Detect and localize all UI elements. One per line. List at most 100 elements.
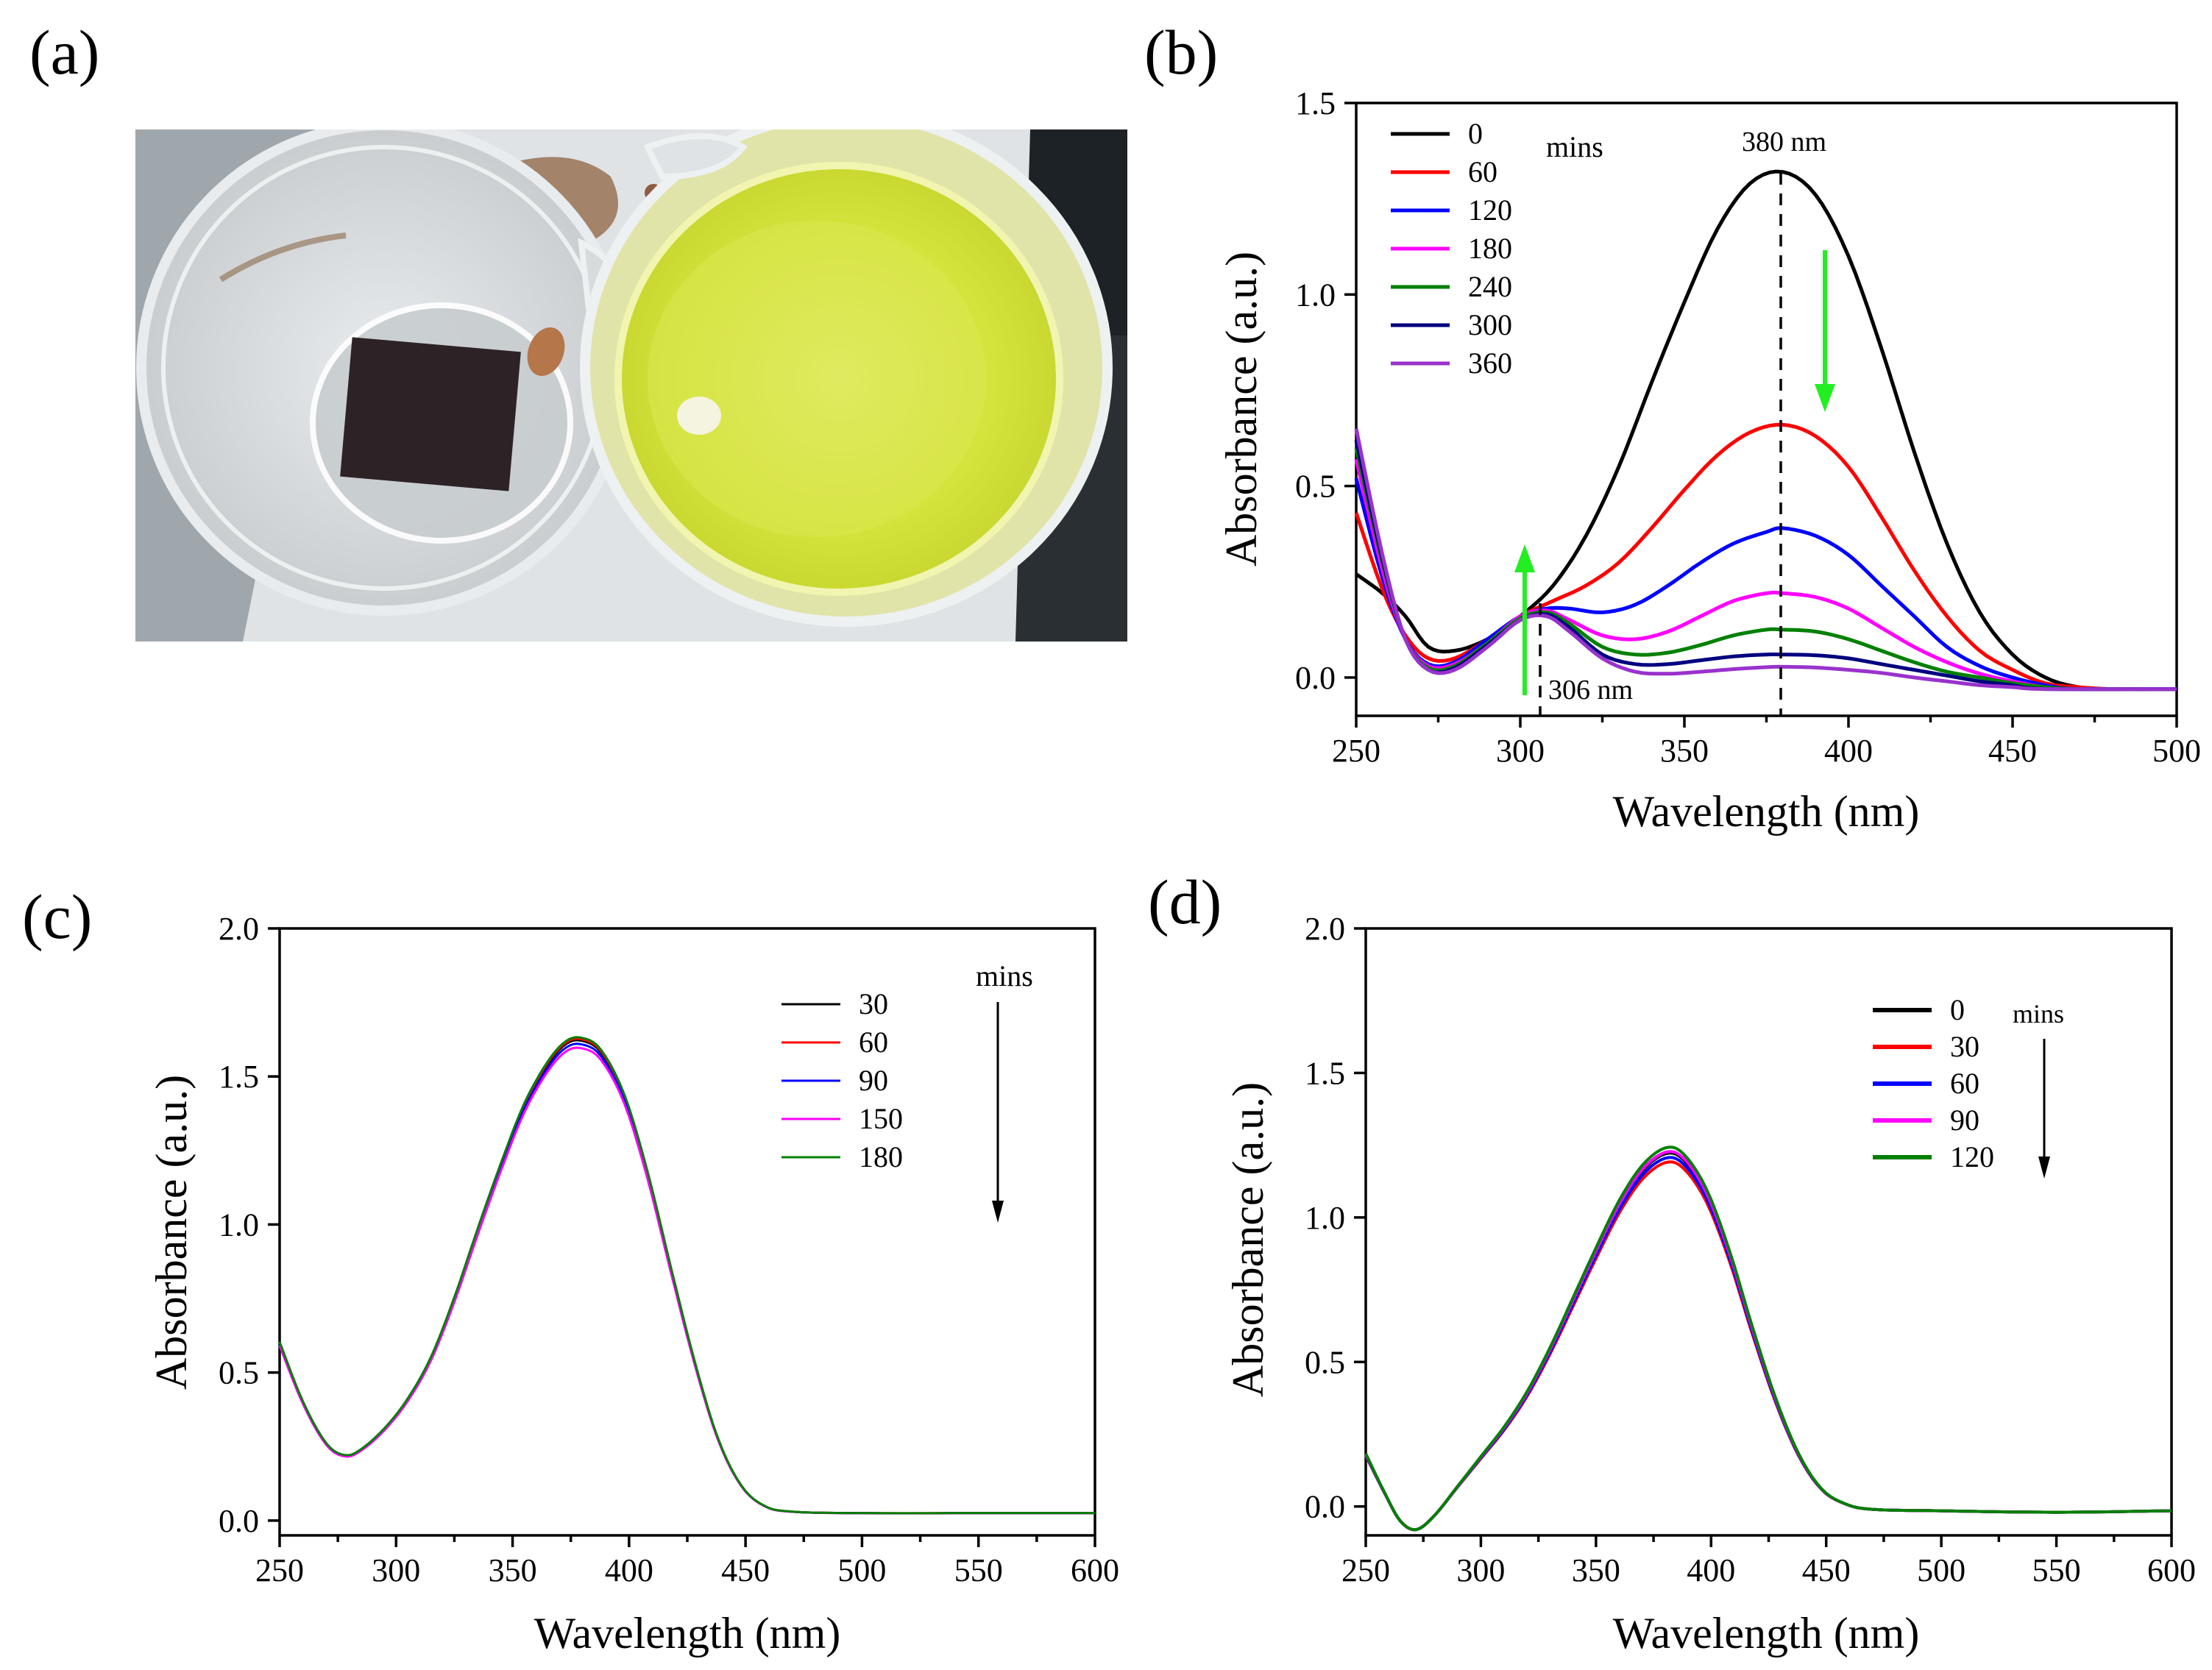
series-line-60 (1364, 1156, 2172, 1532)
chart-d-ylabel: Absorbance (a.u.) (1224, 1082, 1272, 1397)
x-tick-label: 250 (1341, 1552, 1390, 1588)
series-line-60 (278, 1037, 1095, 1515)
x-tick-label: 250 (255, 1552, 304, 1588)
x-tick-label: 300 (372, 1552, 420, 1588)
chart-b-ticks: 250 300 350 400 450 500 0.0 0.5 1.0 1.5 (1295, 85, 2201, 769)
x-tick-label: 400 (1687, 1552, 1735, 1588)
x-tick-label: 450 (1802, 1552, 1851, 1588)
chart-b-xlabel: Wavelength (nm) (1613, 787, 1920, 836)
legend-label-300: 300 (1468, 308, 1512, 341)
chart-d-legend-title: mins (2013, 999, 2064, 1028)
y-tick-label: 1.5 (1295, 85, 1336, 121)
chart-c-legend: 30 60 90 150 180 (781, 987, 903, 1173)
chart-c-arrow (992, 1002, 1004, 1223)
x-tick-label: 400 (605, 1552, 653, 1588)
legend-label-60: 60 (1950, 1067, 1979, 1100)
black-film (340, 337, 521, 491)
legend-label-120: 120 (1468, 193, 1512, 227)
right-beaker (580, 129, 1113, 627)
x-tick-label: 250 (1332, 733, 1380, 769)
legend-label-240: 240 (1468, 270, 1512, 303)
x-tick-label: 400 (1824, 733, 1873, 769)
x-tick-label: 450 (721, 1552, 770, 1588)
legend-label-30: 30 (859, 987, 888, 1020)
x-tick-label: 500 (837, 1552, 886, 1588)
chart-d-series (1364, 1145, 2172, 1532)
chart-b-legend-title: mins (1546, 130, 1603, 163)
y-tick-label: 1.0 (1305, 1200, 1345, 1236)
series-line-150 (278, 1046, 1095, 1515)
x-tick-label: 550 (2032, 1552, 2081, 1588)
chart-b-legend: 0 60 120 180 240 300 360 (1391, 117, 1512, 380)
x-tick-label: 300 (1456, 1552, 1505, 1588)
chart-d: 250 300 350 400 450 500 550 6000.00.51.01.52.0 … (1224, 911, 2196, 1657)
x-tick-label: 450 (1988, 733, 2037, 769)
green-up-arrow (1514, 544, 1535, 695)
y-tick-label: 0.0 (1295, 660, 1336, 696)
x-tick-label: 500 (1917, 1552, 1965, 1588)
chart-b: 250 300 350 400 450 500 0.0 0.5 1.0 1.5 380 nm 30… (1217, 85, 2201, 836)
legend-label-60: 60 (1468, 155, 1497, 188)
legend-label-180: 180 (859, 1140, 903, 1173)
chart-b-ylabel: Absorbance (a.u.) (1217, 252, 1266, 566)
series-line-0 (1355, 169, 2177, 692)
chart-b-series (1354, 169, 2177, 692)
x-tick-label: 550 (954, 1552, 1003, 1588)
legend-label-360: 360 (1468, 347, 1512, 380)
series-line-90 (278, 1042, 1095, 1515)
x-tick-label: 350 (1660, 733, 1709, 769)
legend-label-120: 120 (1950, 1140, 1994, 1173)
series-line-60 (1354, 422, 2177, 692)
x-tick-label: 600 (2147, 1552, 2196, 1588)
series-line-120 (1364, 1145, 2172, 1532)
y-tick-label: 0.0 (219, 1503, 259, 1539)
legend-label-90: 90 (859, 1064, 888, 1097)
y-tick-label: 0.0 (1305, 1489, 1345, 1525)
legend-label-0: 0 (1468, 117, 1483, 150)
y-tick-label: 1.0 (1295, 277, 1336, 313)
legend-label-0: 0 (1950, 993, 1965, 1026)
y-tick-label: 0.5 (219, 1355, 259, 1391)
chart-c-xlabel: Wavelength (nm) (534, 1609, 841, 1657)
green-down-arrow (1815, 250, 1835, 412)
left-beaker (136, 129, 637, 616)
y-tick-label: 1.5 (219, 1059, 259, 1095)
y-tick-label: 0.5 (1305, 1344, 1345, 1380)
x-tick-label: 350 (1572, 1552, 1620, 1588)
x-tick-label: 600 (1071, 1552, 1119, 1588)
series-line-180 (278, 1036, 1095, 1515)
x-tick-label: 300 (1496, 733, 1545, 769)
series-line-30 (1364, 1160, 2172, 1532)
series-line-0 (1364, 1151, 2172, 1532)
chart-c-legend-title: mins (976, 959, 1033, 992)
legend-label-150: 150 (859, 1102, 903, 1135)
y-tick-label: 2.0 (219, 911, 259, 947)
legend-label-90: 90 (1950, 1104, 1979, 1137)
panel-label-c: (c) (22, 881, 92, 952)
chart-c-series (278, 1036, 1095, 1515)
legend-label-30: 30 (1950, 1030, 1979, 1063)
y-tick-label: 1.0 (219, 1207, 259, 1243)
iso-label: 306 nm (1548, 675, 1633, 706)
legend-label-180: 180 (1468, 232, 1512, 265)
chart-c-frame (278, 927, 1096, 1537)
peak-label: 380 nm (1742, 127, 1826, 157)
panel-label-a: (a) (29, 17, 99, 88)
y-tick-label: 0.5 (1295, 469, 1336, 505)
series-line-30 (278, 1039, 1095, 1515)
y-tick-label: 1.5 (1305, 1055, 1345, 1091)
x-tick-label: 500 (2152, 733, 2201, 769)
panel-label-b: (b) (1144, 17, 1218, 88)
panel-label-d: (d) (1148, 867, 1222, 937)
series-line-360 (1354, 428, 2177, 692)
chart-d-arrow (2038, 1039, 2050, 1179)
x-tick-label: 350 (489, 1552, 537, 1588)
chart-c: 250 300 350 400 450 500 550 6000.00.51.01.52.0 … (147, 911, 1119, 1657)
series-line-90 (1364, 1150, 2172, 1532)
chart-c-ylabel: Absorbance (a.u.) (147, 1075, 196, 1390)
y-tick-label: 2.0 (1305, 911, 1345, 947)
chart-d-xlabel: Wavelength (nm) (1613, 1609, 1920, 1657)
